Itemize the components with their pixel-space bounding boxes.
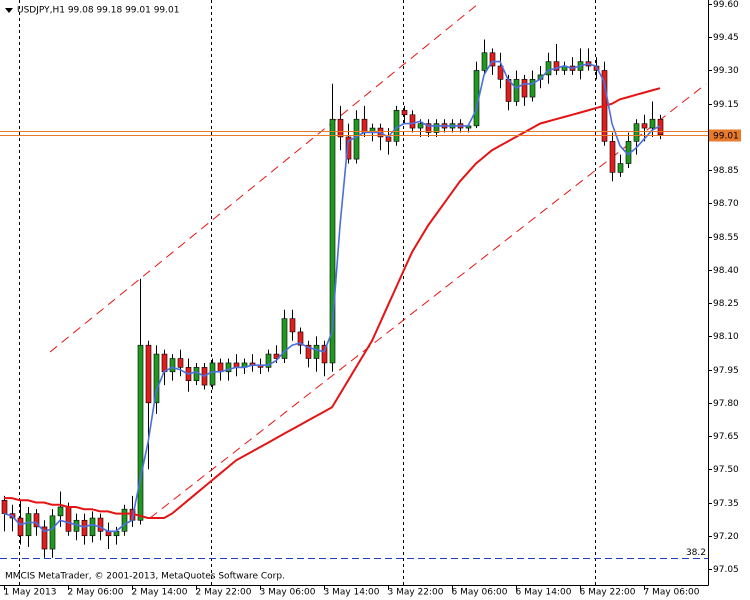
candle-body	[193, 367, 200, 381]
candle-body	[265, 353, 272, 368]
candle-body	[153, 353, 160, 404]
candle-body	[145, 344, 152, 404]
candle-body	[617, 163, 624, 173]
channel-upper	[49, 3, 479, 353]
y-tick-label: 97.20	[713, 532, 739, 542]
x-tick-label: 1 May 2013	[4, 588, 57, 598]
y-tick-label: 97.80	[713, 399, 739, 409]
y-tick-label: 99.15	[713, 100, 739, 110]
candle-body	[361, 118, 368, 133]
candle-body	[49, 515, 56, 550]
candle-body	[553, 61, 560, 71]
x-tick-label: 2 May 06:00	[68, 588, 124, 598]
y-tick-label: 99.60	[713, 0, 739, 10]
y-tick-label: 99.30	[713, 66, 739, 76]
candle-body	[337, 118, 344, 138]
candle-body	[393, 110, 400, 142]
y-tick-label: 98.55	[713, 233, 739, 243]
fibo-label: 38.2	[686, 548, 706, 558]
candle-body	[521, 79, 528, 98]
candle-body	[513, 79, 520, 102]
y-tick-label: 97.35	[713, 499, 739, 509]
dropdown-arrow[interactable]	[5, 8, 13, 13]
indicator-line	[3, 60, 661, 533]
candle-body	[321, 344, 328, 364]
candle-body	[137, 344, 144, 521]
candle-body	[41, 526, 48, 550]
candle-body	[417, 123, 424, 129]
candle-body	[641, 123, 648, 129]
candle-body	[97, 517, 104, 532]
candle-body	[161, 353, 168, 373]
x-tick-label: 6 May 14:00	[516, 588, 572, 598]
x-tick-label: 3 May 06:00	[260, 588, 316, 598]
candle-body	[345, 136, 352, 160]
price-label: 99.01	[713, 132, 739, 142]
candle-body	[529, 79, 536, 98]
candle-body	[177, 358, 184, 368]
candle-body	[609, 141, 616, 173]
candle-body	[481, 52, 488, 71]
candle-body	[121, 508, 128, 532]
candle-body	[225, 362, 232, 373]
candle-body	[297, 331, 304, 346]
candle-body	[329, 118, 336, 364]
chart-title: USDJPY,H1 99.08 99.18 99.01 99.01	[17, 6, 179, 16]
candle-body	[401, 110, 408, 116]
x-tick-label: 3 May 22:00	[388, 588, 444, 598]
candle-body	[649, 118, 656, 129]
candle-body	[633, 123, 640, 142]
x-tick-label: 2 May 14:00	[132, 588, 188, 598]
x-tick-label: 6 May 06:00	[452, 588, 508, 598]
y-tick-label: 98.25	[713, 299, 739, 309]
y-tick-label: 97.05	[713, 565, 739, 575]
y-tick-label: 99.45	[713, 33, 739, 43]
candle-body	[425, 123, 432, 133]
indicator-line	[4, 87, 661, 519]
copyright: MMCIS MetaTrader, © 2001-2013, MetaQuote…	[5, 572, 285, 582]
period-separators	[19, 0, 596, 585]
candle-body	[385, 136, 392, 142]
candle-body	[209, 362, 216, 386]
y-tick-label: 98.70	[713, 199, 739, 209]
plot	[0, 39, 708, 559]
candle-body	[433, 123, 440, 133]
candle-body	[1, 500, 8, 514]
y-tick-label: 97.65	[713, 432, 739, 442]
x-tick-label: 3 May 14:00	[324, 588, 380, 598]
candle-body	[25, 513, 32, 537]
x-tick-label: 6 May 22:00	[580, 588, 636, 598]
candle-body	[33, 513, 40, 528]
candle-body	[65, 506, 72, 532]
candle-body	[289, 318, 296, 333]
y-tick-label: 97.95	[713, 366, 739, 376]
price-label-box	[709, 129, 741, 142]
candle-body	[281, 318, 288, 359]
candle-body	[89, 517, 96, 537]
candle-body	[353, 118, 360, 160]
candle-body	[169, 358, 176, 373]
x-tick-label: 7 May 06:00	[644, 588, 700, 598]
candle-body	[313, 344, 320, 359]
x-tick-label: 2 May 22:00	[196, 588, 252, 598]
candle-body	[409, 114, 416, 129]
candle-body	[497, 65, 504, 80]
candle-body	[545, 61, 552, 76]
y-tick-label: 98.40	[713, 266, 739, 276]
candle-body	[305, 344, 312, 359]
candle-body	[17, 517, 24, 537]
y-tick-label: 98.85	[713, 166, 739, 176]
y-tick-label: 98.10	[713, 332, 739, 342]
candle-body	[81, 519, 88, 537]
candle-body	[57, 506, 64, 517]
y-tick-label: 97.50	[713, 465, 739, 475]
candle-body	[489, 52, 496, 67]
